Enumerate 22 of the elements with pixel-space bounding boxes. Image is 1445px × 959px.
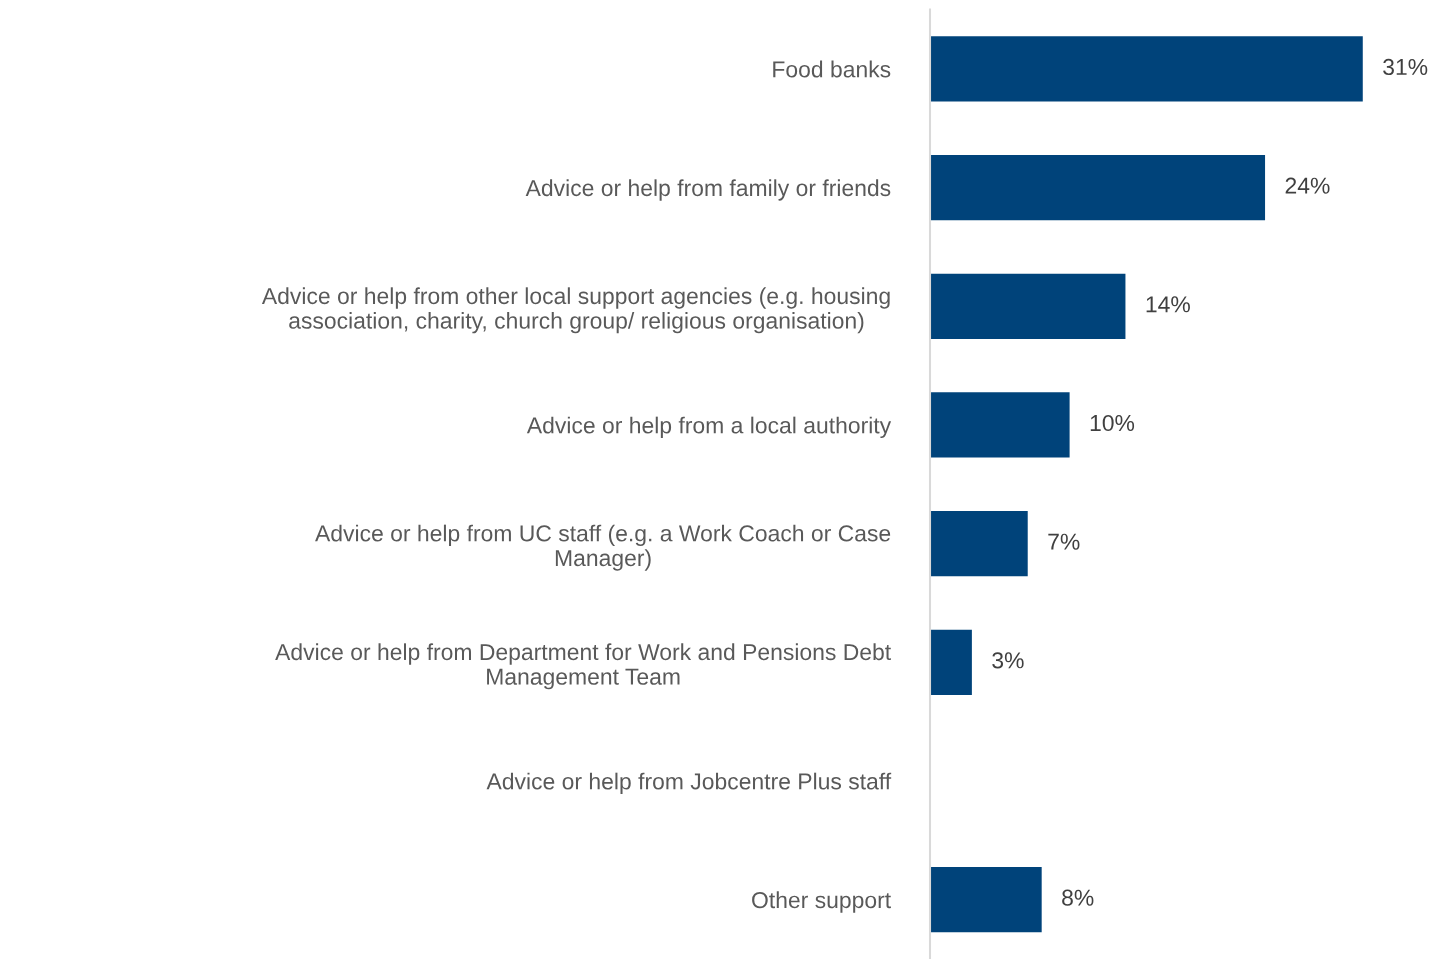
y-tick-label: Advice or help from a local authority (526, 416, 892, 439)
data-label: 8% (1062, 889, 1094, 906)
y-tick-label: Advice or help from Department for Work and Pensions Debt Management Team (275, 643, 891, 690)
y-tick-label: Food banks (773, 60, 891, 78)
data-label: 24% (1285, 177, 1330, 194)
bar (930, 629, 972, 695)
y-tick-label: Other support (752, 891, 891, 913)
data-label: 31% (1383, 58, 1428, 76)
data-label: 10% (1090, 414, 1135, 432)
y-tick-label: Advice or help from other local support agencies (e.g. housing association, charity, church group/ religious organisation) (261, 287, 890, 334)
y-tick-label: Advice or help from UC staff (e.g. a Work Coach or Case Manager) (315, 524, 891, 571)
data-label: 3% (992, 652, 1024, 669)
data-label: 7% (1048, 533, 1080, 550)
data-label: 14% (1146, 296, 1190, 313)
bar (930, 154, 1266, 221)
bar (930, 511, 1028, 577)
bar (930, 392, 1070, 458)
y-tick-label: Advice or help from Jobcentre Plus staff (486, 772, 892, 795)
y-tick-label: Advice or help from family or friends (525, 179, 891, 201)
bar (930, 867, 1042, 933)
bar (930, 36, 1363, 102)
bar (930, 273, 1126, 339)
